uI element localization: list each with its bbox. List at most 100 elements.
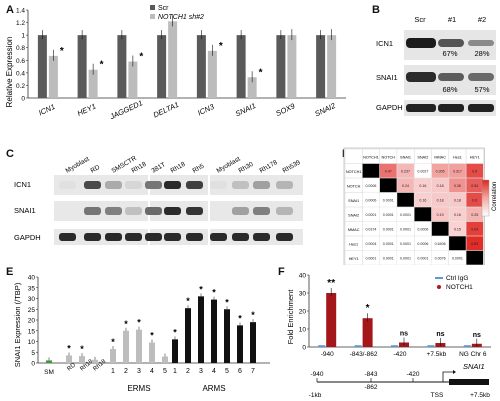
d-cell xyxy=(431,192,449,207)
c-band xyxy=(125,233,142,241)
f-sig-label: ns xyxy=(473,332,481,339)
d-cell-value: 0.0027 xyxy=(417,169,428,173)
b-row-gapdh: GAPDH xyxy=(376,103,403,112)
e-tick-label: 2 xyxy=(124,368,128,375)
c-band xyxy=(253,207,270,215)
panel-d-heatmap: NOTCH1NOTCH1NOTCHNOTCHSNAI1SNAI1SNAI2SNA… xyxy=(343,147,498,265)
a-bar-sh2 xyxy=(88,69,98,98)
e-sig-star: * xyxy=(186,296,190,306)
a-bar-scr xyxy=(117,35,127,98)
c-lane-label: Rh18 xyxy=(170,161,187,175)
a-bar-scr xyxy=(316,35,326,98)
panel-label-b: B xyxy=(372,4,380,16)
panel-label-e: E xyxy=(6,266,14,278)
d-row-header: NOTCH1 xyxy=(346,170,362,174)
d-cell-value: 0.15 xyxy=(454,227,461,231)
d-cell xyxy=(414,192,432,207)
d-row-header: HEY1 xyxy=(349,257,359,261)
c-row-snai1: SNAI1 xyxy=(14,206,36,215)
d-cell-value: 0.0001 xyxy=(383,256,394,260)
d-cell-value: 0.64 xyxy=(471,227,478,231)
d-cell-value: 0.0001 xyxy=(383,242,394,246)
b-pct-snai1-1: 68% xyxy=(442,85,457,94)
c-lane-label: Myoblast xyxy=(65,156,91,175)
map-pos-862: -862 xyxy=(364,384,377,391)
d-cell-value: 0.16 xyxy=(454,213,461,217)
d-cell-value: 0.0001 xyxy=(383,213,394,217)
d-cell-value: 0.36 xyxy=(454,184,461,188)
d-cell-value: 0.0001 xyxy=(400,213,411,217)
d-colorbar-label: Correlation xyxy=(492,182,498,211)
d-cell xyxy=(362,207,380,222)
c-band xyxy=(105,233,122,241)
legend-swatch-scr xyxy=(150,5,155,10)
d-cell xyxy=(397,178,414,193)
c-band xyxy=(59,233,76,241)
d-cell xyxy=(379,221,397,236)
a-ytick-label: 1.2 xyxy=(16,20,25,27)
f-bar-ctrl-igg xyxy=(354,345,362,347)
d-cell xyxy=(414,221,432,236)
d-col-header: HEY1 xyxy=(470,155,480,159)
a-bar-sh2 xyxy=(48,55,58,98)
d-cell xyxy=(431,163,449,178)
map-pos-420: -420 xyxy=(406,371,419,378)
legend-label-sh2: NOTCH1 sh#2 xyxy=(158,14,204,21)
d-cell-value: 0.317 xyxy=(453,169,462,173)
a-bar-scr xyxy=(77,35,87,98)
d-cell xyxy=(379,250,397,265)
d-cell-value: 0.0001 xyxy=(452,256,463,260)
e-bar xyxy=(237,325,243,363)
map-pos-843: -843 xyxy=(364,371,377,378)
map-tss: TSS xyxy=(431,392,444,399)
d-cell xyxy=(397,236,414,251)
d-row-header: SNAI2 xyxy=(348,213,359,217)
c-band xyxy=(210,233,227,241)
d-row-header: Hes1 xyxy=(349,242,358,246)
f-ytick-label: 10 xyxy=(299,327,307,334)
a-bar-sh2 xyxy=(207,50,217,98)
d-cell-value: 0.305 xyxy=(436,169,445,173)
f-category-label: -843/-862 xyxy=(350,351,378,358)
c-band xyxy=(105,207,122,215)
a-ytick-label: 0.6 xyxy=(16,58,25,65)
f-category-label: -940 xyxy=(321,351,334,358)
c-lane-label: 381T xyxy=(151,161,167,174)
a-bar-scr xyxy=(276,35,286,98)
d-cell-value: 0.0374 xyxy=(365,227,376,231)
c-row-icn1: ICN1 xyxy=(14,180,31,189)
d-cell-value: 0.25 xyxy=(471,213,478,217)
e-tick-label: 7 xyxy=(251,368,255,375)
e-tick-label: SM xyxy=(44,369,54,376)
e-ytick-label: 15 xyxy=(28,328,36,335)
d-cell-value: 0.0006 xyxy=(365,198,376,202)
a-ytick-label: 0.4 xyxy=(16,70,25,77)
d-cell-value: 0.0006 xyxy=(417,227,428,231)
c-band xyxy=(276,181,293,189)
d-cell xyxy=(431,221,449,236)
a-bar-sh2 xyxy=(247,77,257,98)
d-cell-value: 0.6406 xyxy=(435,242,446,246)
f-sig-label: * xyxy=(366,303,370,314)
d-cell xyxy=(466,163,484,178)
b-pct-icn1-1: 67% xyxy=(442,49,457,58)
d-cell-value: 0.0004 xyxy=(365,242,376,246)
b-band-icn1-scr xyxy=(406,38,436,48)
f-sig-label: ** xyxy=(327,278,335,289)
d-cell-value: 0.0001 xyxy=(400,227,411,231)
c-band xyxy=(253,181,270,189)
map-left: -1kb xyxy=(309,392,322,399)
e-sig-star: * xyxy=(173,327,177,337)
c-row-gapdh: GAPDH xyxy=(14,233,41,242)
e-bar xyxy=(123,330,129,363)
e-ytick-label: 20 xyxy=(28,318,36,325)
e-bar xyxy=(172,339,178,363)
c-band xyxy=(253,233,270,241)
e-ytick-label: 0 xyxy=(31,361,35,368)
a-ytick-label: 0.8 xyxy=(16,45,25,52)
d-cell xyxy=(466,221,484,236)
e-group-label-arms: ARMS xyxy=(202,384,225,393)
a-category-label: SNAI1 xyxy=(234,101,257,118)
c-lane-label: Rh30 xyxy=(238,161,255,175)
d-cell xyxy=(397,250,414,265)
